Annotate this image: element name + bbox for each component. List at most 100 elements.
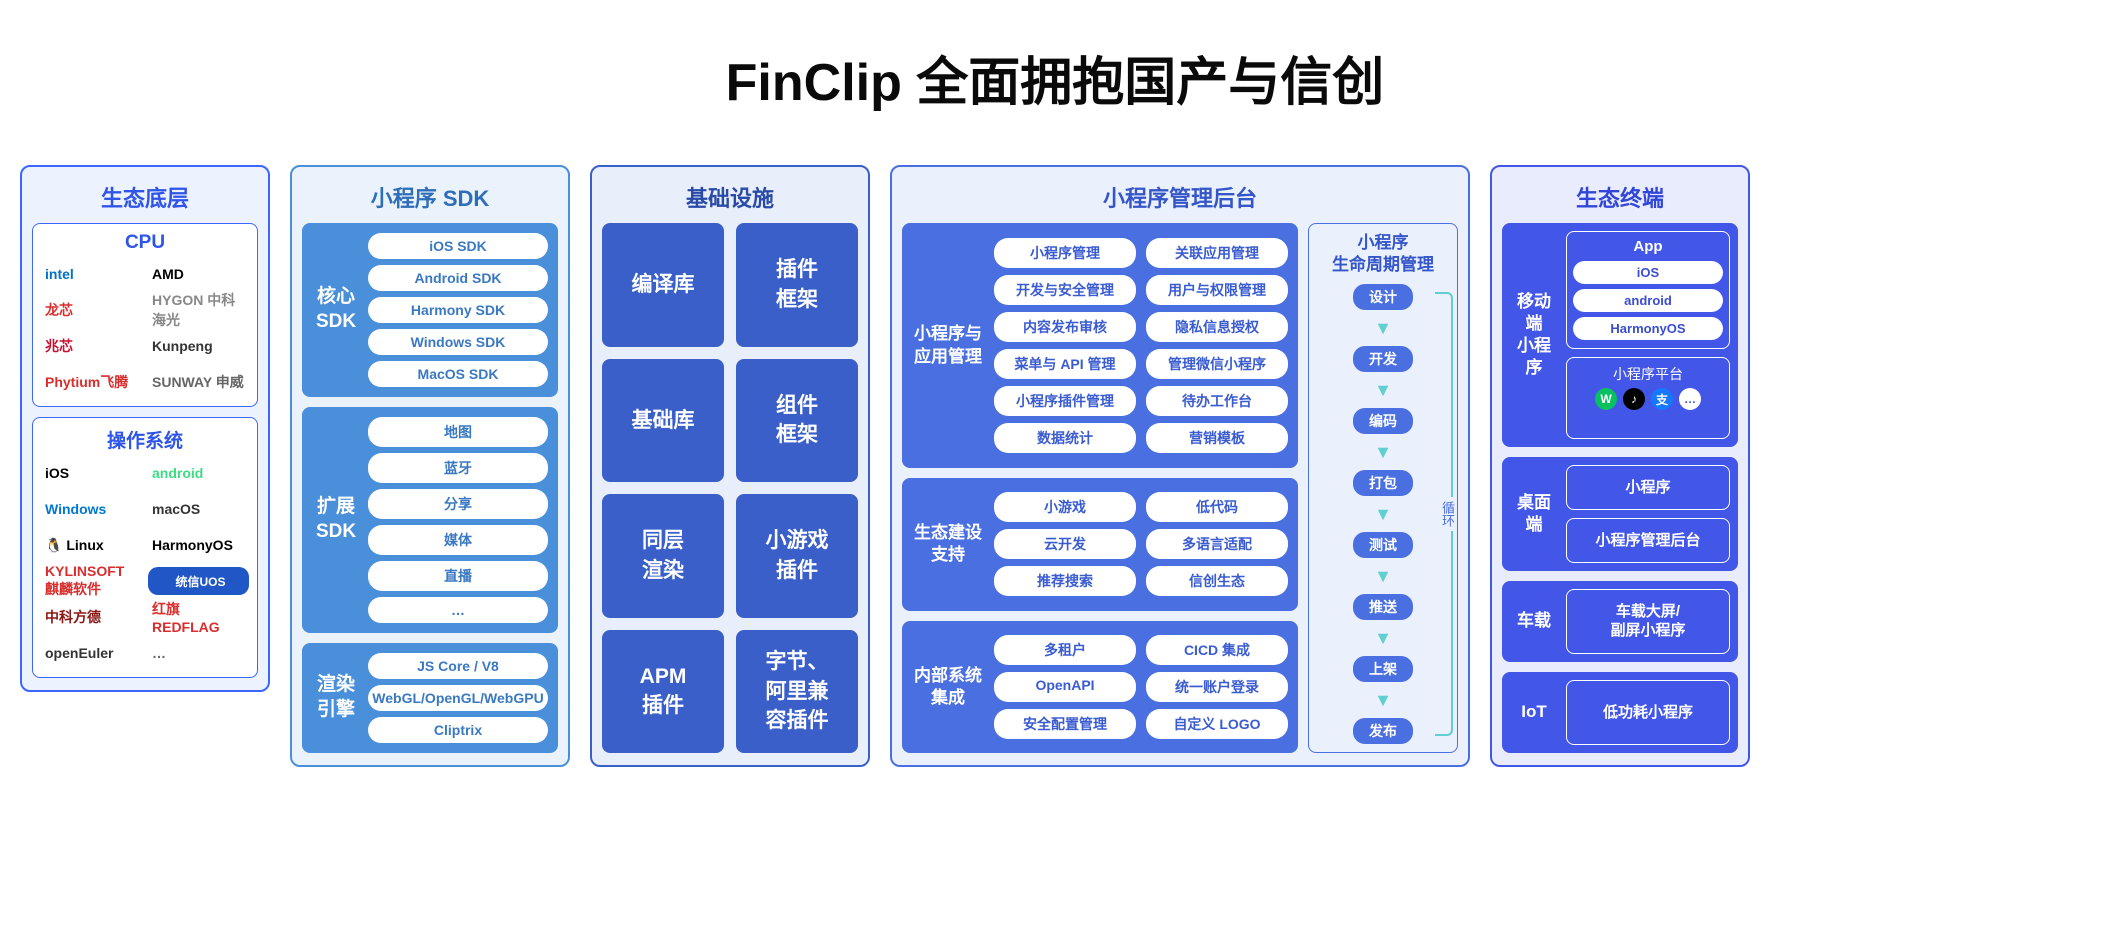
mgmt-item: 推荐搜索 — [994, 566, 1136, 596]
vendor-logo: Phytium飞腾 — [41, 368, 142, 396]
sdk-item: Harmony SDK — [368, 297, 548, 323]
mgmt-item: OpenAPI — [994, 672, 1136, 702]
mgmt-item: 安全配置管理 — [994, 709, 1136, 739]
sdk-group-label: 渲染引擎 — [312, 653, 360, 743]
sub-os: 操作系统 iOSandroidWindowsmacOS🐧 LinuxHarmon… — [32, 417, 258, 678]
vendor-logo: macOS — [148, 495, 249, 523]
os-title: 操作系统 — [41, 424, 249, 459]
vendor-logo: 龙芯 — [41, 296, 142, 324]
sdk-item: 分享 — [368, 489, 548, 519]
panel-terminals: 生态终端 移动端小程序App iOSandroidHarmonyOS小程序平台W… — [1490, 165, 1750, 767]
lifecycle-step: 推送 — [1353, 594, 1413, 620]
mgmt-item: 管理微信小程序 — [1146, 349, 1288, 379]
mgmt-item: 统一账户登录 — [1146, 672, 1288, 702]
term-content: App iOSandroidHarmonyOS小程序平台W♪支… — [1566, 231, 1730, 439]
panel-ecosystem: 生态底层 CPU intelAMD龙芯HYGON 中科海光兆芯KunpengPh… — [20, 165, 270, 692]
mgmt-item: 数据统计 — [994, 423, 1136, 453]
mgmt-item: 云开发 — [994, 529, 1136, 559]
term-group-label: IoT — [1510, 680, 1558, 745]
term-group: IoT低功耗小程序 — [1502, 672, 1738, 753]
vendor-logo: 中科方德 — [41, 603, 142, 631]
vendor-logo: SUNWAY 申威 — [148, 368, 249, 396]
sdk-item: Windows SDK — [368, 329, 548, 355]
mgmt-item: 关联应用管理 — [1146, 238, 1288, 268]
arrow-down-icon: ▼ — [1374, 691, 1392, 709]
sdk-group: 扩展SDK地图蓝牙分享媒体直播… — [302, 407, 558, 633]
vendor-logo: 🐧 Linux — [41, 531, 142, 559]
sdk-item: 蓝牙 — [368, 453, 548, 483]
vendor-logo: KYLINSOFT 麒麟软件 — [41, 567, 142, 595]
term-app-sub: App iOSandroidHarmonyOS — [1566, 231, 1730, 349]
lifecycle-step: 打包 — [1353, 470, 1413, 496]
sdk-group: 核心SDKiOS SDKAndroid SDKHarmony SDKWindow… — [302, 223, 558, 397]
arrow-down-icon: ▼ — [1374, 505, 1392, 523]
sdk-group-label: 核心SDK — [312, 233, 360, 387]
col-sdk: 小程序 SDK 核心SDKiOS SDKAndroid SDKHarmony S… — [290, 165, 570, 767]
sdk-item: 地图 — [368, 417, 548, 447]
term-box: 车载大屏/副屏小程序 — [1566, 589, 1730, 654]
mgmt-item: 小程序管理 — [994, 238, 1136, 268]
term-app-item: iOS — [1573, 261, 1723, 284]
sdk-item: Cliptrix — [368, 717, 548, 743]
panel-infra: 基础设施 编译库插件框架基础库组件框架同层渲染小游戏插件APM插件字节、阿里兼容… — [590, 165, 870, 767]
infra-block: 插件框架 — [736, 223, 858, 347]
term-box: 小程序 — [1566, 465, 1730, 510]
mgmt-group-label: 生态建设支持 — [912, 488, 984, 601]
sdk-group-label: 扩展SDK — [312, 417, 360, 623]
lifecycle-step: 开发 — [1353, 346, 1413, 372]
col1-title: 生态底层 — [32, 175, 258, 223]
term-platform-title: 小程序平台 — [1573, 364, 1723, 384]
panel-sdk: 小程序 SDK 核心SDKiOS SDKAndroid SDKHarmony S… — [290, 165, 570, 767]
term-app-item: HarmonyOS — [1573, 317, 1723, 340]
sdk-item: 直播 — [368, 561, 548, 591]
term-content: 车载大屏/副屏小程序 — [1566, 589, 1730, 654]
platform-icon: ♪ — [1623, 388, 1645, 410]
col3-title: 基础设施 — [602, 175, 858, 223]
mgmt-item: 自定义 LOGO — [1146, 709, 1288, 739]
term-group-label: 桌面端 — [1510, 465, 1558, 563]
lifecycle-step: 编码 — [1353, 408, 1413, 434]
lifecycle-steps: 循环 设计▼开发▼编码▼打包▼测试▼推送▼上架▼发布 — [1315, 284, 1451, 744]
vendor-logo: Kunpeng — [148, 332, 249, 360]
term-body: 移动端小程序App iOSandroidHarmonyOS小程序平台W♪支…桌面… — [1502, 223, 1738, 753]
infra-block: 基础库 — [602, 359, 724, 483]
platform-icon: … — [1679, 388, 1701, 410]
panel-management: 小程序管理后台 小程序与应用管理小程序管理关联应用管理开发与安全管理用户与权限管… — [890, 165, 1470, 767]
mgmt-group-label: 内部系统集成 — [912, 631, 984, 744]
vendor-logo: HarmonyOS — [148, 531, 249, 559]
col-ecosystem-base: 生态底层 CPU intelAMD龙芯HYGON 中科海光兆芯KunpengPh… — [20, 165, 270, 767]
col-terminals: 生态终端 移动端小程序App iOSandroidHarmonyOS小程序平台W… — [1490, 165, 1750, 767]
mgmt-item: 隐私信息授权 — [1146, 312, 1288, 342]
lifecycle-loop-label: 循环 — [1438, 497, 1457, 531]
mgmt-item: 用户与权限管理 — [1146, 275, 1288, 305]
platform-icon: 支 — [1651, 388, 1673, 410]
vendor-logo: iOS — [41, 459, 142, 487]
vendor-logo: 兆芯 — [41, 332, 142, 360]
vendor-logo: 统信UOS — [148, 567, 249, 595]
cpu-logo-grid: intelAMD龙芯HYGON 中科海光兆芯KunpengPhytium飞腾SU… — [41, 260, 249, 396]
mgmt-group: 内部系统集成多租户CICD 集成OpenAPI统一账户登录安全配置管理自定义 L… — [902, 621, 1298, 754]
vendor-logo: android — [148, 459, 249, 487]
diagram-columns: 生态底层 CPU intelAMD龙芯HYGON 中科海光兆芯KunpengPh… — [20, 165, 2090, 767]
sdk-group: 渲染引擎JS Core / V8WebGL/OpenGL/WebGPUClipt… — [302, 643, 558, 753]
infra-block: 组件框架 — [736, 359, 858, 483]
lifecycle-panel: 小程序生命周期管理 循环 设计▼开发▼编码▼打包▼测试▼推送▼上架▼发布 — [1308, 223, 1458, 753]
infra-block: APM插件 — [602, 630, 724, 754]
lifecycle-step: 发布 — [1353, 718, 1413, 744]
term-group: 车载车载大屏/副屏小程序 — [1502, 581, 1738, 662]
term-app-title: App — [1573, 238, 1723, 255]
mgmt-item: 待办工作台 — [1146, 386, 1288, 416]
lifecycle-step: 设计 — [1353, 284, 1413, 310]
main-title: FinClip 全面拥抱国产与信创 — [20, 40, 2090, 115]
vendor-logo: 红旗 REDFLAG — [148, 603, 249, 631]
vendor-logo: … — [148, 639, 249, 667]
vendor-logo: AMD — [148, 260, 249, 288]
sdk-item: MacOS SDK — [368, 361, 548, 387]
arrow-down-icon: ▼ — [1374, 443, 1392, 461]
mgmt-item: 多租户 — [994, 635, 1136, 665]
mgmt-group-label: 小程序与应用管理 — [912, 233, 984, 458]
term-group: 移动端小程序App iOSandroidHarmonyOS小程序平台W♪支… — [1502, 223, 1738, 447]
term-box: 小程序管理后台 — [1566, 518, 1730, 563]
arrow-down-icon: ▼ — [1374, 381, 1392, 399]
lifecycle-title: 小程序生命周期管理 — [1315, 232, 1451, 276]
